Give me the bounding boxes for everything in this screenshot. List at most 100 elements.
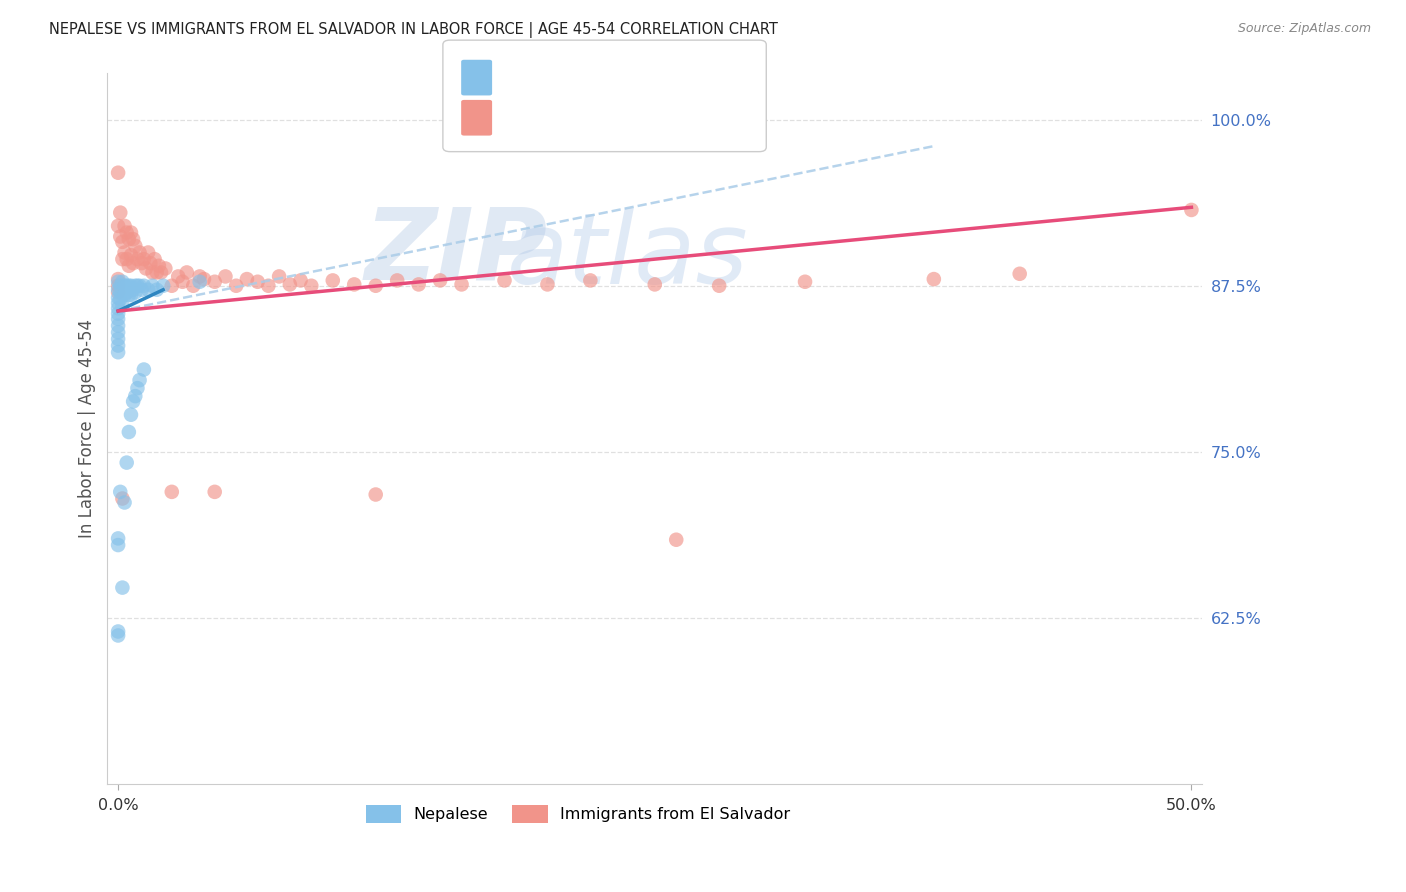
Point xyxy=(132,252,155,267)
Text: ZIP: ZIP xyxy=(364,203,548,301)
Point xyxy=(131,256,153,270)
Point xyxy=(128,245,150,260)
Point xyxy=(127,252,149,267)
Point xyxy=(111,581,134,595)
Point xyxy=(114,278,136,293)
Point xyxy=(107,318,129,333)
Point xyxy=(160,484,183,499)
Point xyxy=(111,491,134,506)
Text: 39: 39 xyxy=(640,69,664,87)
Point xyxy=(115,226,138,240)
Point xyxy=(450,277,472,292)
Point xyxy=(214,269,236,284)
Text: 0.198: 0.198 xyxy=(538,69,591,87)
Point xyxy=(429,273,451,287)
Point xyxy=(665,533,688,547)
Point xyxy=(107,538,129,552)
Point xyxy=(145,283,167,297)
Point xyxy=(107,345,129,359)
Point xyxy=(132,278,155,293)
Point xyxy=(408,277,430,292)
Point xyxy=(115,252,138,267)
Point xyxy=(107,275,129,289)
Y-axis label: In Labor Force | Age 45-54: In Labor Force | Age 45-54 xyxy=(79,319,96,538)
Legend: Nepalese, Immigrants from El Salvador: Nepalese, Immigrants from El Salvador xyxy=(360,798,797,830)
Point xyxy=(707,278,730,293)
Point xyxy=(120,408,142,422)
Point xyxy=(122,256,145,270)
Point xyxy=(1008,267,1031,281)
Point xyxy=(128,278,150,293)
Point xyxy=(536,277,558,292)
Point xyxy=(257,278,280,293)
Point xyxy=(107,283,129,297)
Point xyxy=(118,259,141,273)
Point xyxy=(111,275,134,289)
Point xyxy=(167,269,190,284)
Point xyxy=(115,285,138,300)
Point xyxy=(107,166,129,180)
Point xyxy=(107,628,129,642)
Point xyxy=(579,273,602,287)
Point xyxy=(131,283,153,297)
Point xyxy=(343,277,366,292)
Point xyxy=(299,278,322,293)
Point xyxy=(107,624,129,639)
Point xyxy=(172,275,194,289)
Text: R =: R = xyxy=(499,109,536,127)
Point xyxy=(135,261,157,276)
Point xyxy=(107,326,129,340)
Point xyxy=(188,269,211,284)
Point xyxy=(115,278,138,293)
Point xyxy=(110,278,132,293)
Point xyxy=(246,275,269,289)
Point xyxy=(115,456,138,470)
Point xyxy=(644,277,666,292)
Point xyxy=(120,248,142,262)
Point xyxy=(148,259,170,273)
Text: atlas: atlas xyxy=(508,208,748,305)
Text: Source: ZipAtlas.com: Source: ZipAtlas.com xyxy=(1237,22,1371,36)
Text: 0.280: 0.280 xyxy=(538,109,591,127)
Point xyxy=(269,269,291,284)
Point xyxy=(204,275,226,289)
Point xyxy=(290,273,312,287)
Point xyxy=(278,277,301,292)
Text: N =: N = xyxy=(600,69,637,87)
Point xyxy=(110,285,132,300)
Point xyxy=(107,338,129,352)
Point xyxy=(136,245,159,260)
Point xyxy=(143,252,166,267)
Point xyxy=(122,394,145,409)
Point xyxy=(322,273,344,287)
Point xyxy=(193,272,215,286)
Point xyxy=(127,278,149,293)
Point xyxy=(114,219,136,233)
Point xyxy=(141,265,163,279)
Point xyxy=(141,278,163,293)
Point xyxy=(124,278,146,293)
Point xyxy=(118,278,141,293)
Point xyxy=(225,278,247,293)
Point xyxy=(107,296,129,310)
Point xyxy=(922,272,945,286)
Text: 89: 89 xyxy=(640,109,662,127)
Point xyxy=(139,256,162,270)
Point xyxy=(120,278,142,293)
Point xyxy=(364,278,387,293)
Point xyxy=(364,487,387,501)
Point xyxy=(110,205,132,219)
Point xyxy=(110,229,132,244)
Point xyxy=(204,484,226,499)
Point xyxy=(160,278,183,293)
Point xyxy=(107,532,129,546)
Point xyxy=(176,265,198,279)
Point xyxy=(110,484,132,499)
Point xyxy=(124,389,146,403)
Point xyxy=(107,312,129,326)
Point xyxy=(107,278,129,293)
Text: R =: R = xyxy=(499,69,536,87)
Point xyxy=(111,299,134,313)
Point xyxy=(107,219,129,233)
Point xyxy=(120,226,142,240)
